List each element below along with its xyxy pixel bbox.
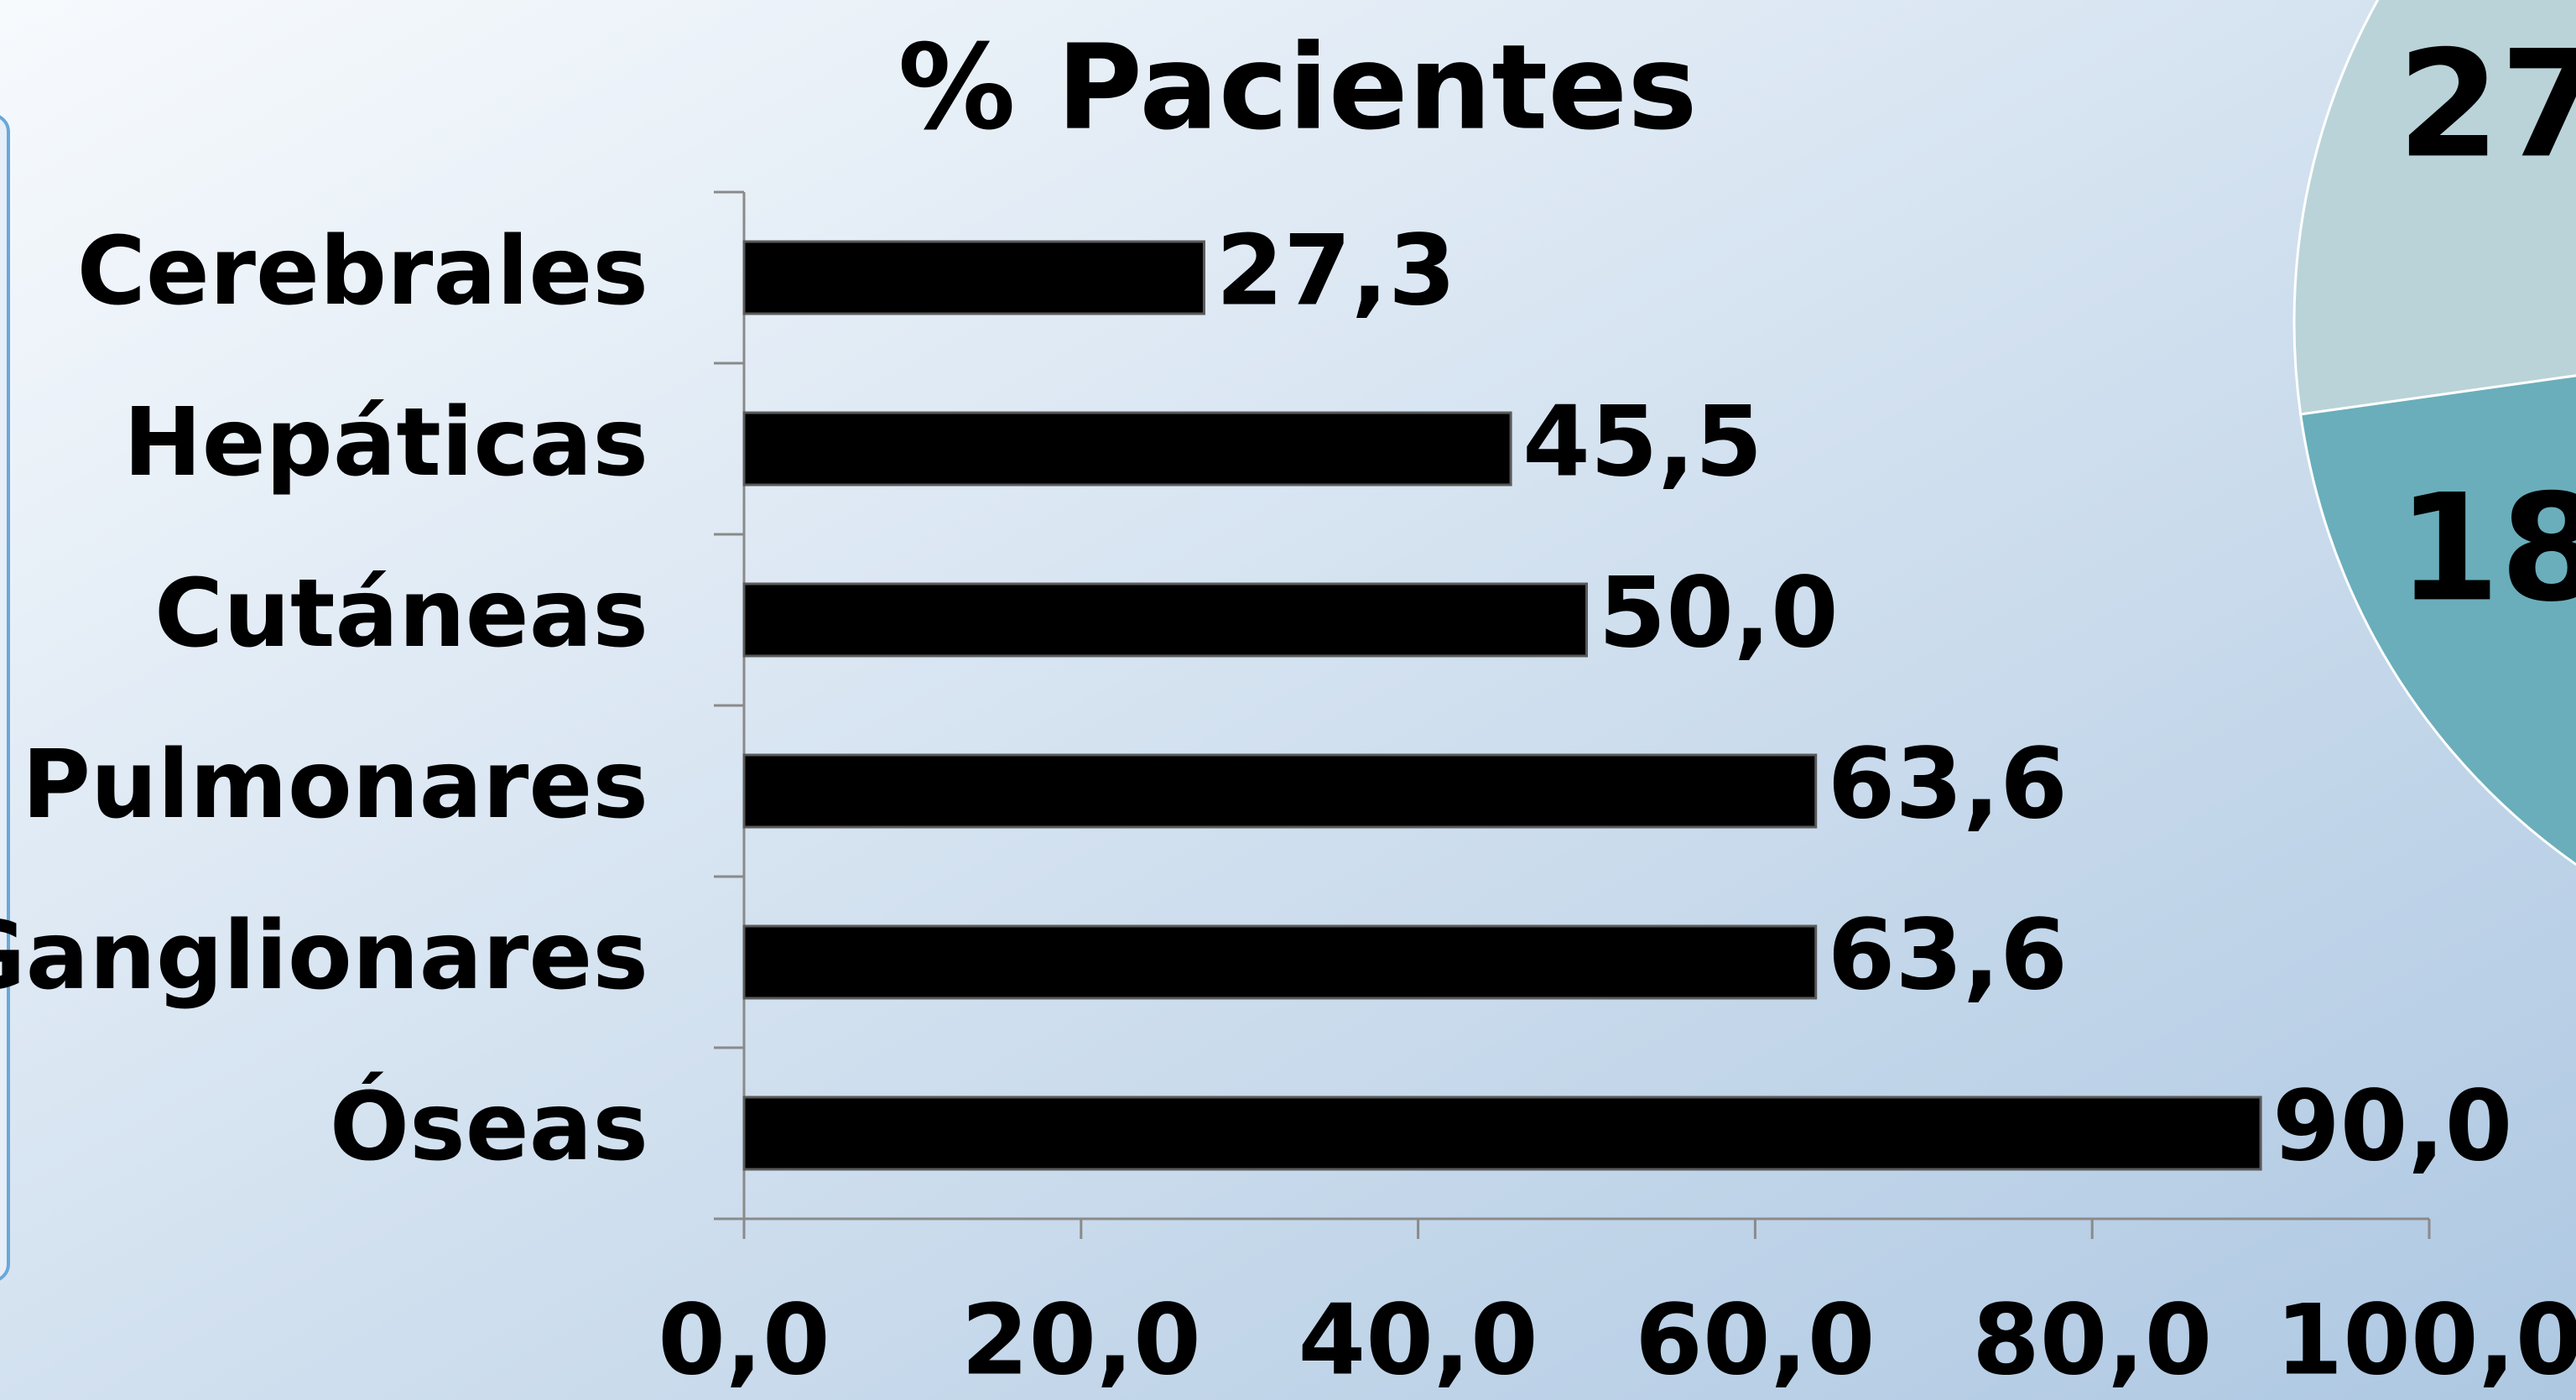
pie-fragment: 27% 18% (2292, 0, 2576, 867)
value-label: 63,6 (1828, 899, 2068, 1012)
bar (742, 753, 1818, 829)
value-label: 63,6 (1828, 728, 2068, 841)
category-label: Pulmonares (22, 731, 648, 840)
x-tick-label: 40,0 (1298, 1284, 1538, 1397)
category-label: Hepáticas (123, 388, 648, 497)
category-label: Cerebrales (77, 217, 648, 326)
bar (742, 240, 1205, 315)
x-tick-label: 100,0 (2276, 1284, 2576, 1397)
value-label: 90,0 (2272, 1070, 2512, 1184)
bar (742, 582, 1588, 658)
chart-title: % Pacientes (898, 20, 1697, 157)
side-panel (0, 115, 10, 1281)
bar (742, 924, 1818, 1000)
category-label: Cutáneas (154, 559, 648, 669)
bar (742, 1096, 2262, 1171)
value-label: 50,0 (1599, 557, 1839, 670)
x-tick-label: 80,0 (1972, 1284, 2212, 1397)
pie-slice (2292, 0, 2576, 416)
value-label: 45,5 (1522, 386, 1762, 499)
x-tick-label: 60,0 (1635, 1284, 1875, 1397)
bar-chart: 0,0 20,0 40,0 60,0 80,0 100,0 Cerebrales 27,3 He… (0, 190, 2576, 1397)
pie-label: 18% (2397, 462, 2576, 634)
category-label: Ganglionares (0, 902, 648, 1011)
bar (742, 411, 1512, 487)
x-tick-label: 0,0 (658, 1284, 830, 1397)
x-tick-label: 20,0 (961, 1284, 1201, 1397)
category-label: Óseas (330, 1072, 648, 1182)
value-label: 27,3 (1215, 215, 1455, 328)
pie-slice (2298, 374, 2576, 867)
pie-label: 27% (2397, 18, 2576, 190)
